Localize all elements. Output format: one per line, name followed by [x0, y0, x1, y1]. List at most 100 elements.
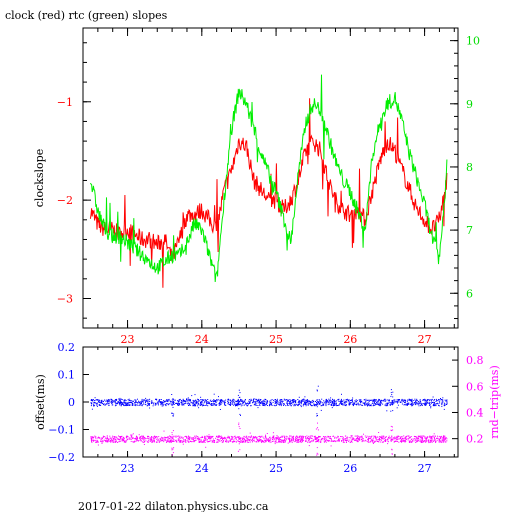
roundtrip-point [180, 440, 182, 441]
offset-point [311, 400, 313, 402]
offset-point [295, 400, 297, 402]
roundtrip-point [232, 438, 234, 440]
roundtrip-point [300, 439, 302, 441]
offset-point [344, 402, 346, 404]
offset-point [126, 403, 128, 404]
roundtrip-point [323, 440, 325, 442]
roundtrip-point [275, 439, 277, 441]
roundtrip-point [289, 440, 290, 442]
roundtrip-point [267, 438, 269, 440]
roundtrip-point [237, 437, 239, 438]
offset-point [195, 405, 197, 407]
roundtrip-point [341, 436, 343, 438]
offset-point [186, 399, 187, 400]
offset-point [271, 399, 273, 401]
offset-point [181, 400, 183, 402]
offset-point [199, 404, 201, 406]
roundtrip-point [443, 435, 445, 437]
roundtrip-point [420, 441, 422, 443]
offset-point [308, 403, 310, 405]
offset-point [114, 405, 116, 407]
offset-point [391, 394, 393, 396]
roundtrip-point [173, 447, 175, 449]
roundtrip-point [248, 441, 250, 443]
offset-point [351, 401, 353, 403]
offset-point [346, 399, 348, 401]
roundtrip-point [362, 440, 364, 442]
offset-point [287, 404, 289, 406]
offset-point [205, 399, 207, 401]
offset-point [319, 400, 321, 402]
offset-point [237, 402, 239, 404]
offset-point [316, 389, 318, 391]
offset-point [188, 405, 189, 406]
offset-point [396, 407, 398, 409]
offset-point [317, 401, 319, 403]
offset-point [291, 400, 293, 402]
roundtrip-point [240, 441, 242, 443]
offset-point [326, 400, 328, 402]
roundtrip-point [230, 439, 232, 440]
offset-point [164, 401, 166, 403]
offset-point [300, 400, 302, 402]
offset-point [335, 403, 337, 405]
offset-point [237, 398, 239, 400]
offset-point [117, 401, 119, 403]
roundtrip-point [251, 441, 253, 443]
offset-point [446, 401, 448, 403]
roundtrip-point [131, 436, 133, 438]
roundtrip-point [272, 439, 274, 440]
roundtrip-point [330, 438, 332, 440]
offset-point [384, 404, 386, 406]
roundtrip-point [341, 440, 343, 441]
offset-point [172, 415, 174, 417]
offset-point [401, 398, 403, 400]
roundtrip-point [136, 439, 138, 441]
offset-point [327, 401, 329, 403]
offset-point [446, 403, 448, 405]
roundtrip-point [170, 437, 172, 439]
roundtrip-point [123, 438, 125, 440]
roundtrip-point [147, 437, 149, 439]
offset-point [280, 405, 282, 407]
offset-point [337, 405, 338, 406]
roundtrip-point [337, 438, 339, 440]
roundtrip-point [245, 440, 247, 442]
offset-point [194, 405, 196, 407]
offset-point [255, 398, 257, 400]
offset-point [213, 399, 215, 401]
offset-point [423, 399, 425, 401]
offset-point [220, 400, 222, 402]
offset-point [147, 405, 149, 406]
offset-point [283, 404, 284, 406]
roundtrip-point [166, 441, 167, 443]
offset-point [342, 404, 344, 406]
offset-point [433, 400, 435, 401]
offset-point [145, 404, 147, 406]
roundtrip-point [121, 439, 123, 441]
roundtrip-point [213, 440, 215, 442]
offset-point [255, 404, 257, 406]
roundtrip-point [345, 440, 347, 441]
offset-point [187, 399, 189, 401]
offset-y-tick-label: −0.1 [48, 424, 75, 437]
offset-point [320, 401, 322, 403]
roundtrip-point [179, 440, 181, 442]
offset-point [424, 401, 426, 403]
offset-point [375, 400, 377, 402]
offset-point [299, 401, 301, 403]
offset-point [207, 399, 209, 400]
roundtrip-point [446, 440, 448, 442]
offset-point [156, 402, 158, 404]
roundtrip-point [439, 440, 441, 442]
offset-point [141, 400, 143, 402]
offset-point [278, 403, 280, 405]
offset-point [173, 413, 175, 415]
roundtrip-point [385, 439, 387, 441]
roundtrip-point [136, 440, 138, 441]
roundtrip-point [218, 436, 220, 438]
offset-point [384, 398, 386, 400]
roundtrip-point [278, 441, 280, 443]
offset-point [301, 400, 303, 402]
offset-point [179, 398, 181, 400]
